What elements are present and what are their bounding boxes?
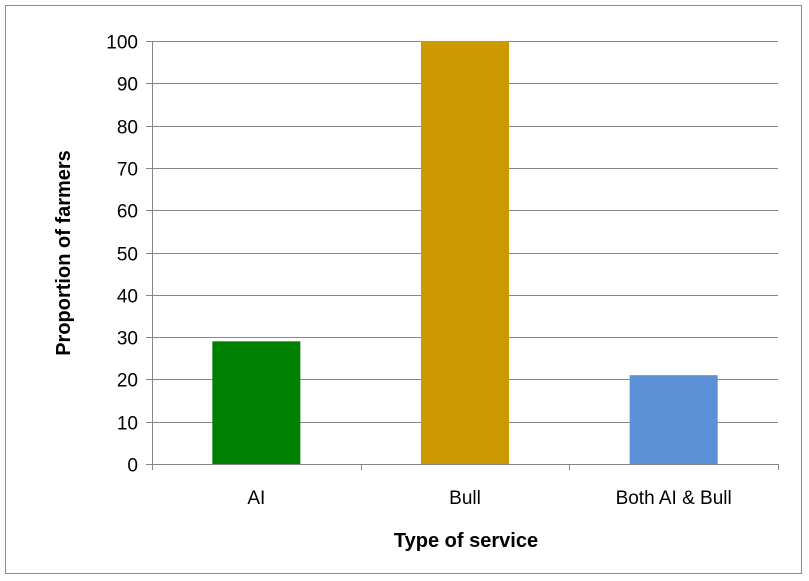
chart-frame bbox=[5, 5, 802, 574]
axes bbox=[146, 41, 779, 470]
bars bbox=[212, 41, 718, 464]
y-tick-label: 0 bbox=[127, 456, 138, 477]
y-tick-label: 30 bbox=[117, 329, 138, 350]
bar-both-ai-bull bbox=[629, 375, 718, 464]
y-tick-label: 60 bbox=[117, 202, 138, 223]
tick-labels: 0 10 20 30 40 50 60 70 80 90 100 AI Bull Both AI & Bu… bbox=[106, 33, 731, 510]
y-axis-title: Proportion of farmers bbox=[53, 150, 75, 356]
y-tick-label: 20 bbox=[117, 371, 138, 392]
x-tick-label: AI bbox=[247, 488, 265, 509]
bar-ai bbox=[212, 341, 301, 464]
y-tick-label: 10 bbox=[117, 414, 138, 435]
x-tick-label: Both AI & Bull bbox=[616, 488, 732, 509]
y-tick-label: 50 bbox=[117, 245, 138, 266]
y-tick-label: 70 bbox=[117, 160, 138, 181]
x-axis-title: Type of service bbox=[394, 530, 538, 552]
y-tick-label: 100 bbox=[106, 33, 138, 54]
x-tick-label: Bull bbox=[449, 488, 481, 509]
bar-bull bbox=[421, 41, 509, 464]
y-tick-label: 40 bbox=[117, 287, 138, 308]
y-tick-label: 90 bbox=[117, 75, 138, 96]
y-tick-label: 80 bbox=[117, 118, 138, 139]
